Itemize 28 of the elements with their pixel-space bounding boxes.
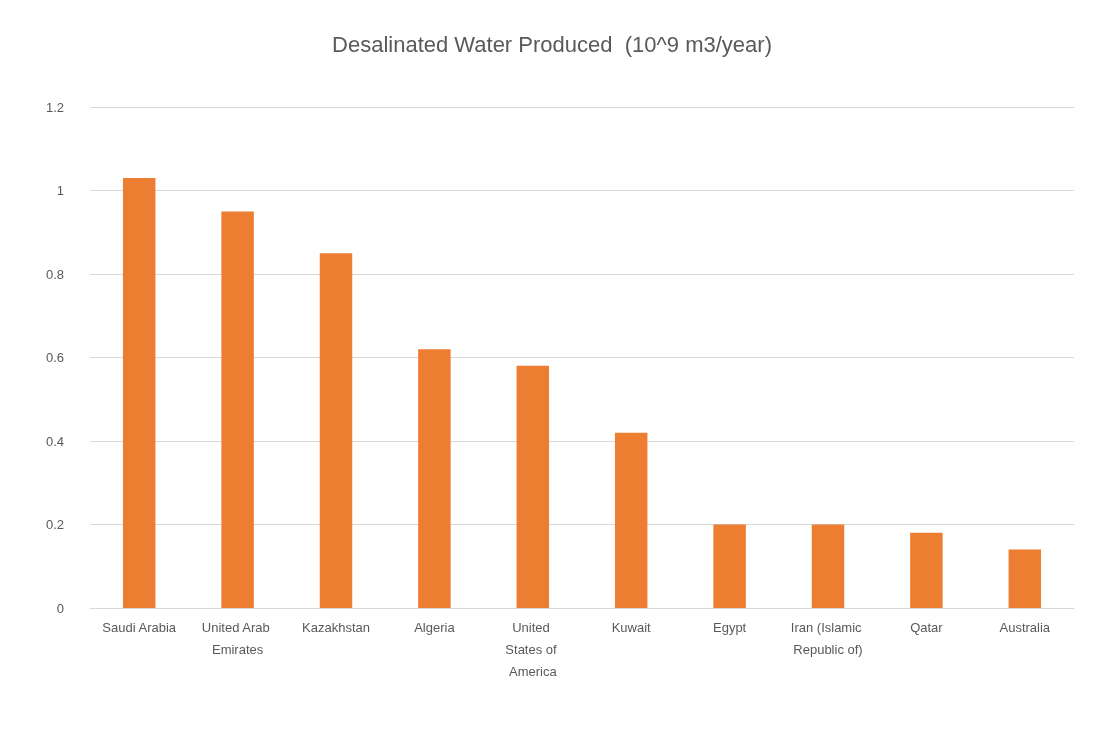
x-tick-label: Kuwait bbox=[611, 619, 652, 635]
bar bbox=[811, 524, 845, 608]
y-tick-label: 0.4 bbox=[45, 433, 64, 449]
bar bbox=[614, 432, 648, 608]
y-tick-label: 0.6 bbox=[45, 350, 64, 365]
x-tick-label: Algeria bbox=[414, 619, 456, 635]
x-tick-label: Australia bbox=[999, 619, 1051, 635]
x-tick-label: Kazakhstan bbox=[302, 619, 370, 635]
bar bbox=[516, 365, 550, 608]
y-tick-label: 0.2 bbox=[45, 517, 64, 532]
bar bbox=[910, 532, 943, 608]
y-tick-label: 1 bbox=[56, 183, 64, 198]
x-tick-label: Saudi Arabia bbox=[102, 619, 177, 635]
bar bbox=[713, 524, 746, 608]
chart-title: Desalinated Water Produced (10^9 m3/year) bbox=[332, 31, 772, 57]
y-tick-label: 1.2 bbox=[45, 99, 64, 115]
bar bbox=[122, 177, 156, 608]
bar bbox=[418, 349, 451, 608]
y-tick-label: 0.8 bbox=[45, 266, 64, 282]
y-tick-label: 0 bbox=[56, 600, 64, 616]
bar bbox=[221, 211, 254, 608]
bar bbox=[1008, 549, 1042, 608]
x-tick-label: Iran (Islamic Republic of) bbox=[790, 619, 866, 657]
x-tick-label: Qatar bbox=[910, 619, 944, 635]
x-tick-label: United States of America bbox=[505, 619, 561, 679]
bar bbox=[319, 253, 353, 608]
x-tick-label: United Arab Emirates bbox=[201, 619, 274, 657]
x-tick-label: Egypt bbox=[712, 619, 747, 635]
